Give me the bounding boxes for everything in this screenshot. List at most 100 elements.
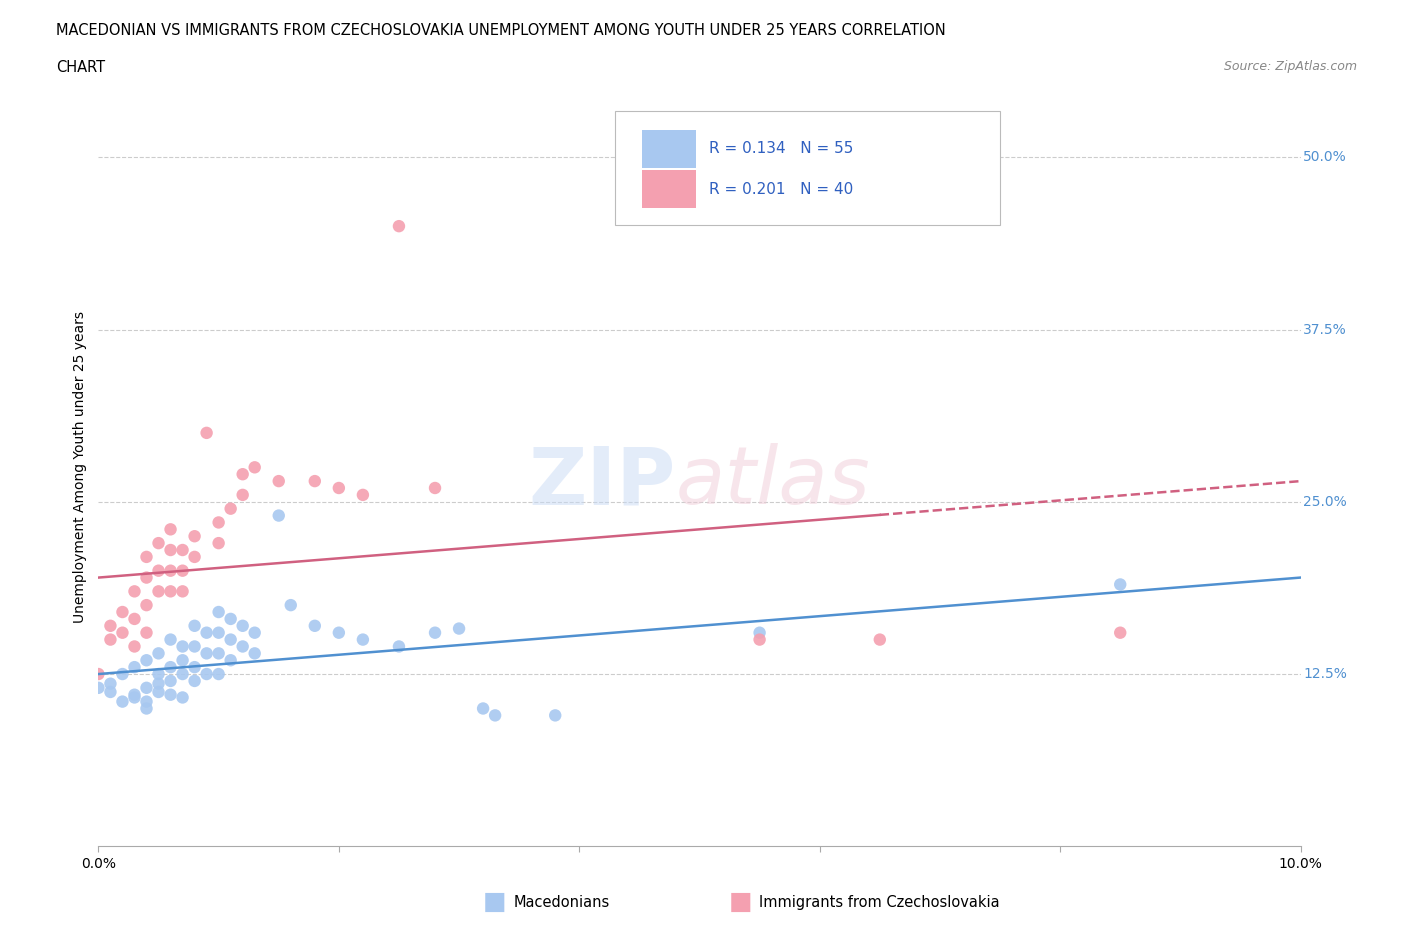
Point — [208, 515, 231, 530]
FancyBboxPatch shape — [641, 170, 696, 208]
Point — [172, 639, 194, 654]
Text: R = 0.134   N = 55: R = 0.134 N = 55 — [709, 141, 853, 156]
Point — [183, 618, 205, 633]
Point — [195, 625, 218, 640]
Point — [100, 632, 122, 647]
Point — [267, 473, 290, 488]
FancyBboxPatch shape — [616, 111, 1000, 225]
Point — [484, 708, 506, 723]
Point — [869, 632, 891, 647]
Text: ■: ■ — [728, 890, 752, 914]
Point — [183, 529, 205, 544]
Point — [111, 604, 134, 619]
Point — [219, 612, 242, 627]
Text: atlas: atlas — [675, 444, 870, 522]
Point — [172, 564, 194, 578]
Text: Source: ZipAtlas.com: Source: ZipAtlas.com — [1223, 60, 1357, 73]
Point — [159, 673, 181, 688]
Point — [328, 481, 350, 496]
Point — [304, 618, 326, 633]
Point — [87, 667, 110, 682]
Point — [388, 219, 411, 233]
Point — [544, 708, 567, 723]
Point — [124, 690, 146, 705]
Point — [124, 639, 146, 654]
Point — [148, 536, 170, 551]
Point — [135, 694, 157, 709]
Point — [1109, 577, 1132, 591]
Point — [267, 508, 290, 523]
Point — [172, 690, 194, 705]
Point — [100, 618, 122, 633]
Point — [148, 667, 170, 682]
Text: Macedonians: Macedonians — [513, 895, 609, 910]
Point — [172, 667, 194, 682]
Text: CHART: CHART — [56, 60, 105, 75]
Point — [219, 632, 242, 647]
Point — [172, 584, 194, 599]
Point — [195, 646, 218, 661]
Point — [100, 676, 122, 691]
Point — [243, 460, 266, 475]
Point — [352, 487, 374, 502]
Point — [183, 673, 205, 688]
Point — [208, 625, 231, 640]
Y-axis label: Unemployment Among Youth under 25 years: Unemployment Among Youth under 25 years — [73, 312, 87, 623]
Point — [352, 632, 374, 647]
Point — [748, 625, 770, 640]
Point — [243, 646, 266, 661]
Point — [135, 653, 157, 668]
Point — [447, 621, 470, 636]
Point — [159, 564, 181, 578]
Point — [388, 639, 411, 654]
Point — [472, 701, 495, 716]
Point — [148, 684, 170, 699]
Point — [172, 542, 194, 557]
Point — [232, 467, 254, 482]
Text: ZIP: ZIP — [529, 444, 675, 522]
Point — [135, 598, 157, 613]
Point — [111, 694, 134, 709]
Text: ■: ■ — [482, 890, 506, 914]
Point — [148, 564, 170, 578]
Point — [423, 481, 446, 496]
Point — [135, 570, 157, 585]
Point — [195, 425, 218, 440]
Point — [111, 667, 134, 682]
Point — [183, 550, 205, 565]
Point — [87, 681, 110, 696]
Point — [183, 639, 205, 654]
FancyBboxPatch shape — [641, 130, 696, 168]
Point — [183, 659, 205, 674]
Point — [124, 687, 146, 702]
Text: R = 0.201   N = 40: R = 0.201 N = 40 — [709, 181, 853, 196]
Point — [148, 676, 170, 691]
Point — [748, 632, 770, 647]
Point — [148, 584, 170, 599]
Point — [328, 625, 350, 640]
Point — [208, 604, 231, 619]
Point — [135, 701, 157, 716]
Text: Immigrants from Czechoslovakia: Immigrants from Czechoslovakia — [759, 895, 1000, 910]
Point — [280, 598, 302, 613]
Point — [195, 667, 218, 682]
Point — [232, 487, 254, 502]
Point — [148, 646, 170, 661]
Text: 37.5%: 37.5% — [1303, 323, 1347, 337]
Point — [159, 584, 181, 599]
Point — [219, 653, 242, 668]
Point — [304, 473, 326, 488]
Point — [243, 625, 266, 640]
Point — [208, 667, 231, 682]
Point — [135, 550, 157, 565]
Point — [219, 501, 242, 516]
Point — [159, 522, 181, 537]
Point — [159, 632, 181, 647]
Point — [208, 646, 231, 661]
Point — [124, 584, 146, 599]
Point — [159, 659, 181, 674]
Point — [172, 653, 194, 668]
Point — [159, 542, 181, 557]
Text: 12.5%: 12.5% — [1303, 667, 1347, 681]
Point — [1109, 625, 1132, 640]
